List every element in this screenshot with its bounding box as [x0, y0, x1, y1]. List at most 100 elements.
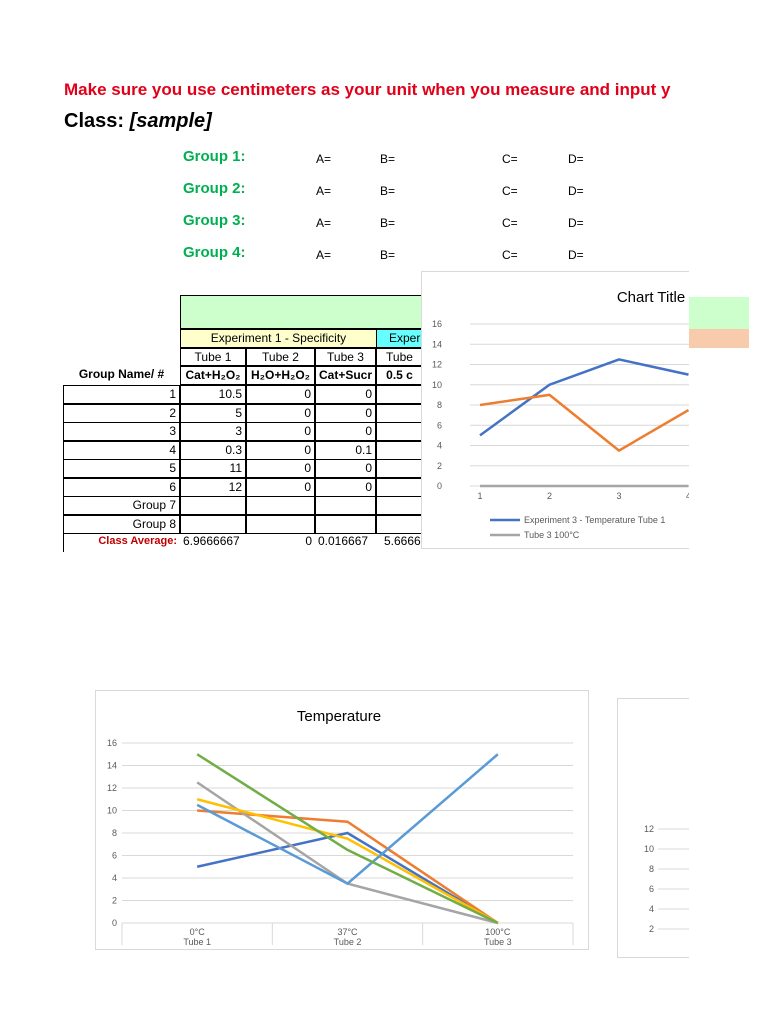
tube3-value-cell: 0 [315, 459, 376, 478]
green-header-cell [689, 297, 749, 329]
row-name-cell: 4 [63, 440, 180, 460]
x-tick-label: 100°C [485, 927, 511, 937]
measure-d-label: D= [568, 184, 584, 198]
y-tick-label: 16 [432, 319, 442, 329]
class-line: Class: [sample] [64, 110, 212, 133]
y-tick-label: 8 [437, 400, 442, 410]
y-tick-label: 10 [432, 380, 442, 390]
row-name-cell: 5 [63, 459, 180, 478]
legend-label: Tube 3 100°C [524, 530, 580, 540]
row-header: Group Name/ # [78, 367, 165, 381]
y-tick-label: 2 [112, 896, 117, 906]
tube1-value-cell: 11 [180, 459, 246, 478]
tube-header: Tube 2 [246, 348, 315, 366]
series-line [196, 831, 499, 925]
tube3-value-cell [315, 514, 376, 534]
tube3-value-cell: 0.1 [315, 440, 376, 460]
series-line [479, 393, 689, 453]
tube2-value-cell: 0 [246, 459, 315, 478]
x-tick-label: 3 [616, 491, 621, 501]
tube3-value-cell: 0 [315, 422, 376, 441]
tube3-value-cell: 0 [315, 403, 376, 423]
tube4-value-cell [376, 477, 423, 497]
tube1-value-cell [180, 514, 246, 534]
series-line [196, 798, 499, 925]
x-tick-label: Tube 1 [183, 937, 211, 947]
y-tick-label: 4 [649, 904, 654, 914]
tube2-value-cell: 0 [246, 422, 315, 441]
x-tick-label: 1 [477, 491, 482, 501]
measure-d-label: D= [568, 216, 584, 230]
x-tick-label: 37°C [337, 927, 358, 937]
series-line [196, 753, 499, 925]
y-tick-label: 8 [112, 828, 117, 838]
row-name-cell: Group 8 [63, 514, 180, 534]
reagent-header: Cat+H₂O₂ [180, 366, 246, 385]
row-name-cell: 1 [63, 385, 180, 404]
measure-b-label: B= [380, 184, 396, 198]
tube4-value-cell [376, 459, 423, 478]
tube4-value-cell [376, 385, 423, 404]
class-average-label: Class Average: [63, 533, 180, 552]
x-tick-label: 2 [547, 491, 552, 501]
y-tick-label: 4 [437, 441, 442, 451]
tube2-value-cell: 0 [246, 477, 315, 497]
tube2-value-cell [246, 496, 315, 515]
y-tick-label: 16 [107, 738, 117, 748]
group-label: Group 4: [183, 244, 246, 261]
y-tick-label: 12 [432, 360, 442, 370]
spreadsheet-viewport: Make sure you use centimeters as your un… [63, 80, 689, 958]
y-tick-label: 12 [107, 783, 117, 793]
y-tick-label: 8 [649, 864, 654, 874]
x-tick-label: 0°C [190, 927, 206, 937]
y-tick-label: 10 [644, 844, 654, 854]
chart-title: Temperature [297, 708, 381, 725]
tube1-value-cell [180, 496, 246, 515]
measure-a-label: A= [316, 184, 332, 198]
group-label: Group 1: [183, 148, 246, 165]
exp2-header: Exper [376, 329, 423, 348]
tube1-value-cell: 12 [180, 477, 246, 497]
y-tick-label: 6 [649, 884, 654, 894]
unit-warning-text: Make sure you use centimeters as your un… [64, 80, 671, 99]
tube3-value-cell: 0 [315, 385, 376, 404]
exp1-header: Experiment 1 - Specificity [180, 329, 377, 348]
measure-d-label: D= [568, 152, 584, 166]
chart3-svg: 2 4 6 8 10 12 [644, 824, 689, 934]
y-tick-label: 14 [432, 339, 442, 349]
tube4-value-cell [376, 440, 423, 460]
measure-c-label: C= [502, 216, 518, 230]
measure-c-label: C= [502, 152, 518, 166]
y-tick-label: 14 [107, 761, 117, 771]
row-name-cell: Group 7 [63, 496, 180, 515]
class-label: Class: [64, 110, 125, 132]
average-tube1: 6.9666667 [183, 534, 240, 548]
y-tick-label: 0 [437, 481, 442, 491]
y-tick-label: 4 [112, 873, 117, 883]
x-tick-label: Tube 3 [484, 937, 512, 947]
tube-header: Tube 1 [180, 348, 246, 366]
partial-chart[interactable]: 2 4 6 8 10 12 [617, 698, 689, 958]
measure-a-label: A= [316, 248, 332, 262]
group-label: Group 2: [183, 180, 246, 197]
chart-title: Chart Title [617, 289, 685, 306]
tube3-value-cell: 0 [315, 477, 376, 497]
measure-b-label: B= [380, 248, 396, 262]
y-tick-label: 6 [437, 420, 442, 430]
measure-c-label: C= [502, 184, 518, 198]
y-tick-label: 2 [437, 461, 442, 471]
measure-b-label: B= [380, 152, 396, 166]
tube-header: Tube 3 [315, 348, 376, 366]
average-tube4: 5.66667 [384, 534, 423, 548]
tube4-value-cell [376, 514, 423, 534]
measure-c-label: C= [502, 248, 518, 262]
tube4-value-cell [376, 422, 423, 441]
temperature-chart[interactable]: Temperature 0 2 4 6 8 10 12 14 16 0°C Tube 1 37°C Tub… [95, 690, 589, 950]
tube1-value-cell: 3 [180, 422, 246, 441]
class-value: [sample] [129, 110, 212, 132]
tube2-value-cell: 0 [246, 403, 315, 423]
legend-label: Experiment 3 - Temperature Tube 1 [524, 515, 665, 525]
chart-title-chart[interactable]: Chart Title 0 2 4 6 8 10 12 14 16 1 2 3 4 Experiment 3… [421, 271, 689, 549]
